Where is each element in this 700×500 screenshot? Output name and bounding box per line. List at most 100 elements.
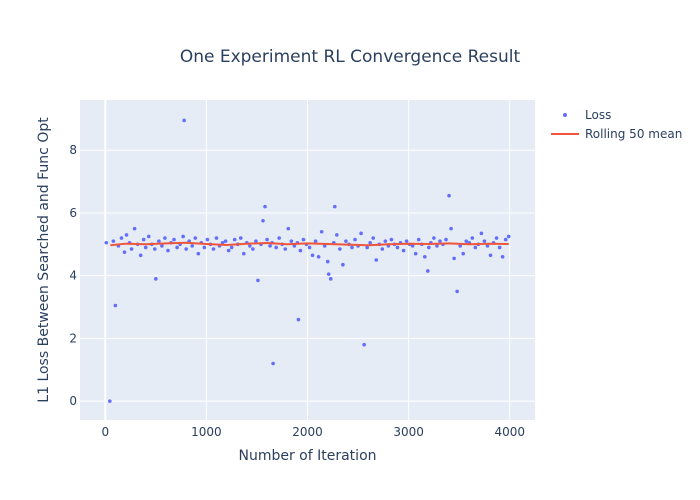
loss-point	[229, 245, 234, 250]
loss-point	[482, 239, 487, 243]
loss-point	[432, 236, 436, 240]
y-tick-label: 2	[69, 331, 77, 345]
loss-point	[238, 236, 243, 240]
loss-point	[455, 289, 459, 294]
loss-point	[447, 193, 451, 198]
loss-point	[503, 237, 508, 242]
loss-point	[265, 237, 269, 242]
x-axis-ticks: 0 1000 2000 3000 4000	[101, 425, 525, 439]
loss-point	[166, 248, 170, 253]
loss-point	[124, 233, 129, 237]
loss-point	[413, 251, 418, 256]
loss-point	[223, 239, 228, 243]
loss-point	[438, 239, 442, 243]
loss-point	[143, 245, 148, 250]
loss-point	[383, 239, 388, 243]
loss-point	[268, 244, 272, 248]
loss-point	[368, 240, 372, 245]
loss-point	[296, 317, 301, 322]
rolling-mean-lines	[110, 241, 509, 247]
loss-point	[435, 244, 439, 248]
loss-point	[248, 244, 252, 248]
loss-point	[146, 234, 151, 239]
x-tick-label: 2000	[292, 425, 323, 439]
loss-point	[190, 244, 195, 248]
loss-point	[141, 237, 146, 242]
loss-point	[298, 248, 303, 253]
loss-point	[307, 245, 312, 250]
loss-point	[181, 234, 185, 239]
loss-point	[211, 247, 216, 251]
loss-point	[122, 250, 127, 254]
loss-point	[371, 236, 376, 240]
loss-point	[261, 218, 265, 223]
loss-point	[232, 237, 237, 242]
y-axis-title: L1 Loss Between Searched and Func Opt	[36, 117, 52, 403]
y-axis-ticks: 0 2 4 6 8	[69, 143, 77, 408]
loss-point	[301, 237, 306, 242]
loss-point	[154, 277, 158, 281]
loss-point	[113, 303, 118, 308]
loss-point	[289, 239, 294, 243]
loss-point	[362, 342, 366, 347]
loss-point	[470, 236, 475, 240]
loss-point	[226, 248, 231, 253]
loss-point	[461, 251, 466, 256]
loss-point	[464, 239, 469, 243]
x-tick-label: 1000	[191, 425, 222, 439]
loss-point	[153, 247, 157, 251]
loss-point	[286, 226, 291, 231]
x-tick-label: 3000	[393, 425, 424, 439]
legend-loss-marker	[563, 113, 567, 117]
loss-point	[494, 236, 499, 240]
loss-point	[422, 255, 427, 259]
loss-point	[506, 234, 511, 239]
loss-point	[283, 247, 288, 251]
loss-point	[350, 245, 354, 250]
loss-point	[313, 239, 318, 243]
loss-point	[452, 256, 456, 261]
loss-point	[256, 278, 260, 283]
loss-point	[251, 247, 255, 251]
grid-lines	[80, 100, 535, 420]
loss-point	[444, 237, 448, 242]
loss-point	[458, 244, 462, 248]
loss-point	[160, 244, 164, 248]
loss-point	[193, 236, 198, 240]
loss-point	[202, 245, 207, 250]
legend[interactable]: Loss Rolling 50 mean	[551, 108, 682, 141]
loss-point	[316, 255, 321, 259]
loss-point	[263, 204, 267, 209]
loss-point	[108, 399, 112, 403]
loss-point	[344, 239, 348, 243]
chart-title: One Experiment RL Convergence Result	[180, 47, 521, 67]
loss-point	[395, 245, 400, 250]
legend-rolling-label[interactable]: Rolling 50 mean	[585, 127, 682, 141]
loss-point	[325, 259, 330, 264]
loss-point	[163, 236, 167, 240]
loss-point	[479, 231, 484, 236]
loss-point	[129, 247, 134, 251]
loss-point	[157, 239, 161, 243]
loss-point	[138, 253, 143, 258]
loss-point	[172, 237, 176, 242]
loss-point	[132, 226, 137, 231]
loss-point	[326, 272, 331, 276]
x-axis-title: Number of Iteration	[238, 448, 376, 464]
legend-loss-label[interactable]: Loss	[585, 108, 611, 122]
loss-point	[175, 245, 179, 250]
loss-point	[111, 239, 116, 243]
loss-point	[322, 244, 327, 248]
loss-point	[196, 251, 201, 256]
loss-point	[274, 245, 278, 250]
loss-point	[310, 253, 315, 258]
x-tick-label: 4000	[494, 425, 525, 439]
loss-point	[404, 239, 409, 243]
loss-point	[380, 247, 385, 251]
loss-point	[401, 248, 406, 253]
loss-point	[254, 239, 258, 243]
loss-point	[485, 244, 490, 248]
loss-point	[449, 226, 453, 231]
loss-point	[271, 361, 275, 366]
